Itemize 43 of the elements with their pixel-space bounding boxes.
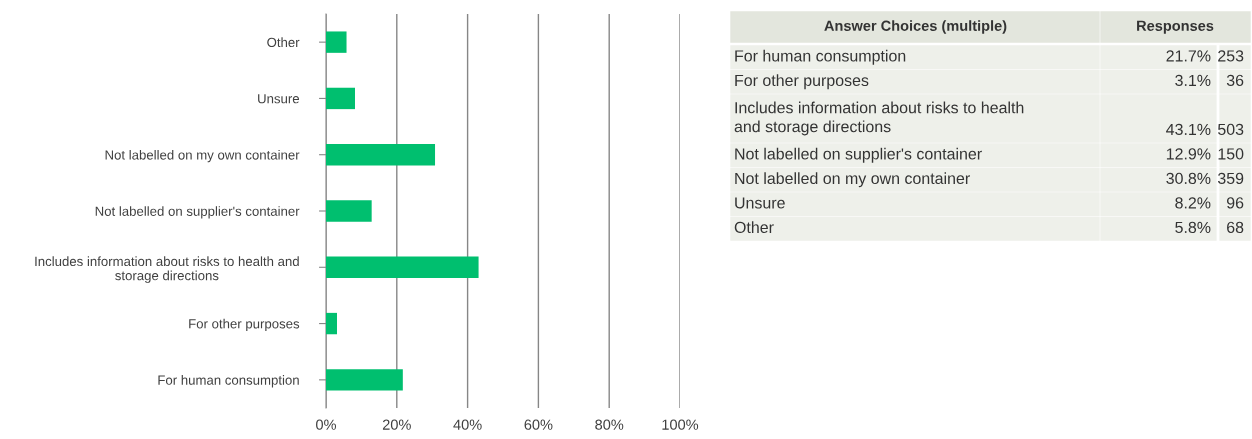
bar (326, 144, 436, 166)
text: 359 (1217, 172, 1244, 185)
bar (326, 256, 479, 278)
x-tick-label: 20% (382, 419, 411, 430)
text: Answer Choices (multiple) (824, 20, 1007, 34)
text: For human consumption (735, 49, 906, 65)
text: 96 (1226, 197, 1244, 209)
y-tick-label: For other purposes (189, 318, 300, 332)
text: 36 (1226, 74, 1244, 87)
text: Includes information about risks to health and storage directions (734, 101, 1024, 136)
bar (326, 369, 403, 391)
text: Unsure (735, 197, 785, 209)
text: Not labelled on supplier's container (735, 147, 982, 163)
y-tick-label: Not labelled on supplier's container (95, 206, 300, 219)
text: 253 (1218, 50, 1244, 62)
bar (326, 31, 347, 53)
text: For other purposes (735, 74, 869, 90)
text: 21.7% (1166, 50, 1211, 62)
text: Not labelled on my own container (735, 172, 970, 188)
x-tick-label: 40% (453, 419, 482, 430)
text: 43.1% (1166, 123, 1211, 136)
y-tick-label: Other (267, 37, 300, 48)
y-tick-label: Includes information about risks to health and storage directions (35, 256, 299, 283)
text: 5.8% (1175, 221, 1211, 234)
text: 30.8% (1166, 172, 1211, 185)
y-tick-label: For human consumption (158, 375, 299, 388)
x-tick-label: 60% (524, 419, 553, 430)
y-tick-label: Unsure (258, 94, 300, 104)
text: 503 (1217, 123, 1244, 136)
bar (326, 87, 356, 110)
text: 12.9% (1166, 148, 1211, 160)
text: 3.1% (1175, 74, 1211, 87)
text: Other (734, 221, 774, 234)
bar (326, 312, 337, 335)
x-tick-label: 0% (316, 419, 337, 430)
bar (326, 200, 372, 222)
text: 150 (1218, 148, 1244, 160)
text: 8.2% (1175, 197, 1211, 209)
x-tick-label: 80% (595, 419, 624, 430)
text: Responses (1137, 20, 1214, 34)
x-tick-label: 100% (662, 419, 699, 430)
text: 68 (1227, 221, 1244, 234)
y-tick-label: Not labelled on my own container (105, 149, 300, 163)
